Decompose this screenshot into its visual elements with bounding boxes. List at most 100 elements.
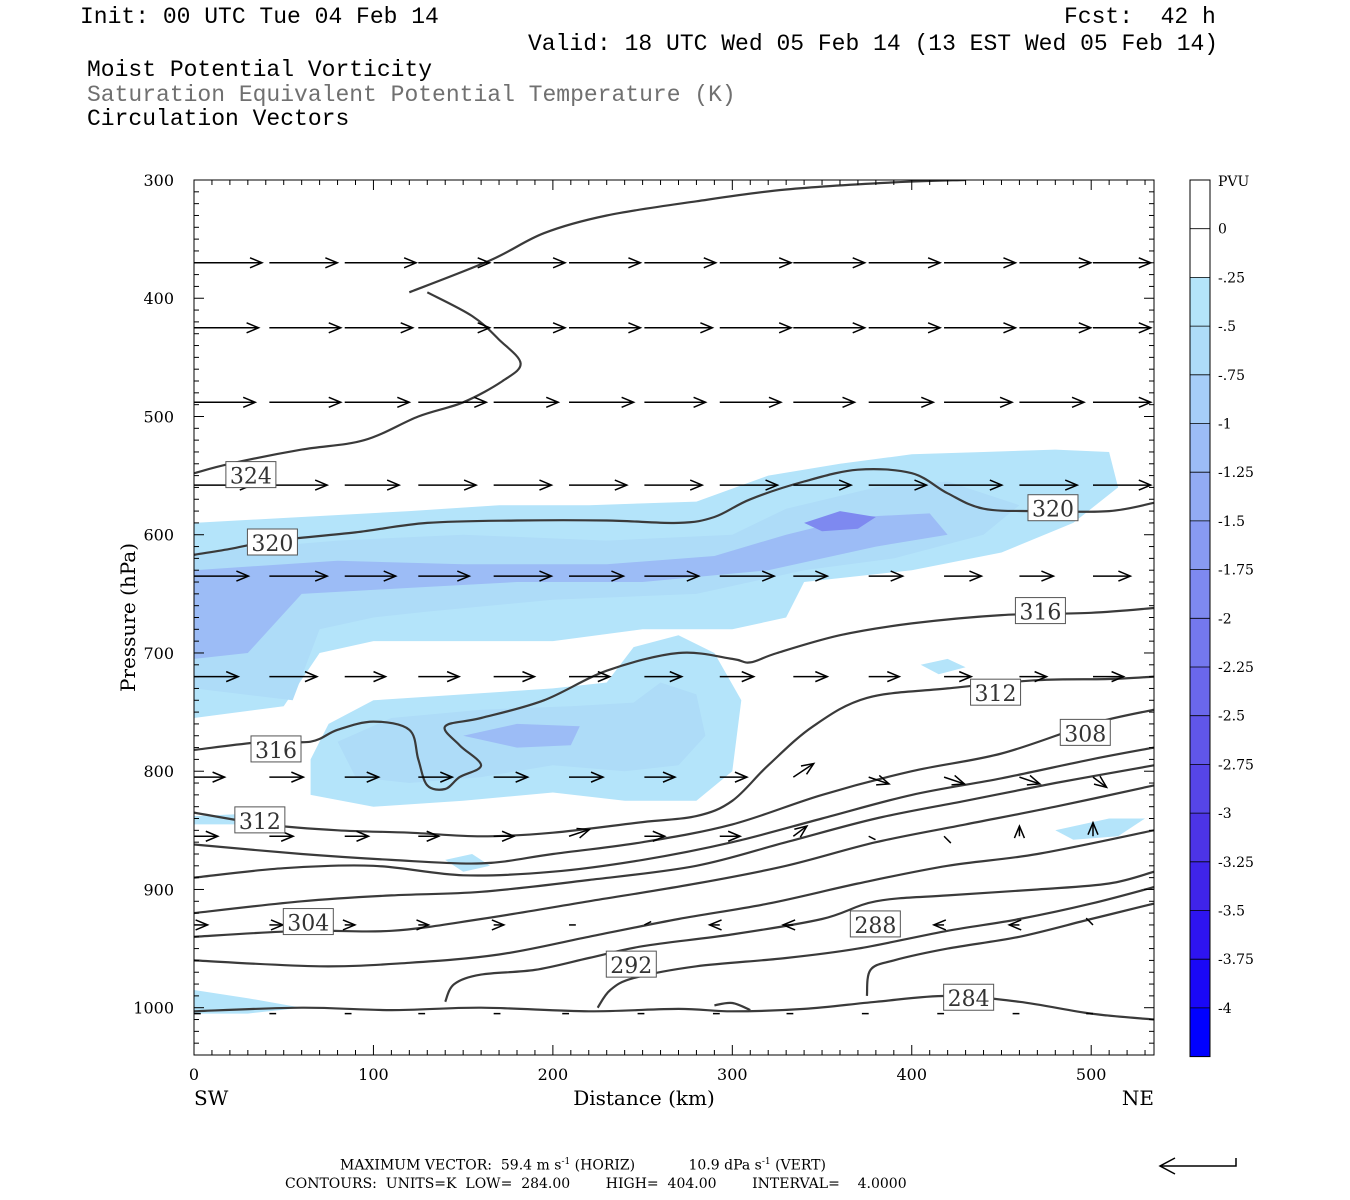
contour-label2-3-box [1014,597,1066,625]
x-tick-label-100: 100 [358,1065,389,1084]
vector-53 [269,570,330,582]
contour-label-4-box [234,806,286,834]
x-tick-label-400: 400 [896,1065,927,1084]
colorbar-block-14 [1190,861,1210,911]
contour-label-2-box [246,528,298,556]
colorbar-label-7: -1.75 [1218,563,1254,579]
vector-69 [493,670,537,683]
y-tick-label-700: 700 [143,644,174,663]
x-tick-label-500: 500 [1076,1065,1107,1084]
field-title-theta-es: Saturation Equivalent Potential Temperat… [87,82,736,108]
colorbar-block-2 [1190,277,1210,327]
colorbar-label-12: -3 [1218,806,1232,822]
vector-44 [569,479,629,491]
vert-exponent: -1 [761,1157,771,1167]
y-tick-label-1000: 1000 [133,999,174,1018]
vector-5 [569,257,643,269]
contour-288-11 [596,886,1154,1009]
colorbar-unit: PVU [1218,174,1250,190]
colorbar-block-17 [1190,1007,1210,1057]
y-axis-label: Pressure (hPa) [116,543,140,692]
vector-65 [194,670,241,683]
x-tick-label-0: 0 [189,1065,199,1084]
colorbar-label-1: -.25 [1218,270,1245,286]
vector-49 [944,479,1004,491]
vector-18 [569,322,643,334]
vector-88 [943,774,967,786]
vector-1 [269,257,340,269]
contour-308-5 [194,708,1154,865]
horiz-exponent: -1 [561,1157,571,1167]
max-vector-label: MAXIMUM VECTOR: [340,1157,492,1174]
vector-70 [569,670,612,683]
vector-10 [944,257,1018,269]
colorbar-label-11: -2.75 [1218,757,1254,773]
contour-label2-4: 312 [975,682,1017,707]
vector-110 [644,920,652,926]
contour-label2-3: 316 [1019,601,1061,626]
vector-38 [1092,396,1153,408]
colorbar-label-3: -.75 [1218,368,1245,384]
vector-54 [344,570,398,582]
vector-64 [1092,570,1133,582]
vector-42 [418,479,479,491]
contour-284-12 [194,994,1154,1021]
vector-37 [1019,396,1086,408]
horiz-value: 59.4 m s [500,1157,562,1174]
vector-93 [344,830,371,842]
vector-82 [493,771,530,783]
vector-105 [269,919,285,931]
vector-22 [868,322,943,334]
colorbar-block-6 [1190,472,1210,521]
y-tick-label-900: 900 [143,880,174,899]
pv-region-3 [804,511,876,532]
vector-16 [418,322,492,334]
y-tick-label-600: 600 [143,526,174,545]
pv-region-6 [463,723,580,748]
vector-14 [269,322,343,334]
vector-8 [793,257,867,269]
vector-62 [944,570,984,582]
colorbar-label-4: -1 [1218,417,1232,433]
contour-label2-10-box [849,910,901,938]
contour-296-9 [194,829,1154,968]
vector-21 [793,322,867,334]
vector-68 [418,670,462,683]
vector-75 [944,670,974,683]
y-tick-label-500: 500 [143,407,174,426]
vector-35 [868,396,936,408]
colorbar-label-16: -4 [1218,1001,1232,1017]
field-title-mpv: Moist Potential Vorticity [87,57,433,83]
vector-80 [344,771,381,783]
vector-32 [644,396,708,408]
vector-99 [792,824,809,838]
vector-34 [793,396,857,408]
vector-33 [719,396,783,408]
x-axis-label: Distance (km) [573,1086,715,1110]
vector-3 [418,257,492,269]
contour-label-10-box [605,950,657,978]
pv-region-9 [920,658,966,675]
vector-46 [719,479,780,491]
vector-50 [1019,479,1080,491]
vector-73 [793,670,830,683]
vector-30 [493,396,561,408]
vector-26 [194,396,258,408]
vector-52 [194,570,251,582]
vert-value: 10.9 dPa s [688,1157,762,1174]
contour-label2-4-box [970,678,1022,706]
vector-94 [418,830,441,842]
vector-31 [569,396,636,408]
colorbar-label-6: -1.5 [1218,514,1245,530]
vector-57 [569,570,626,582]
vector-56 [493,570,554,582]
vector-51 [1092,479,1153,491]
colorbar-label-8: -2 [1218,611,1232,627]
contour-label2-2: 320 [1032,498,1074,523]
contour-label-5: 308 [1064,722,1106,747]
contour-324-0 [408,180,966,294]
vector-86 [792,762,816,778]
vector-108 [491,919,506,931]
contour-label-12: 284 [948,987,990,1012]
vector-7 [719,257,794,269]
